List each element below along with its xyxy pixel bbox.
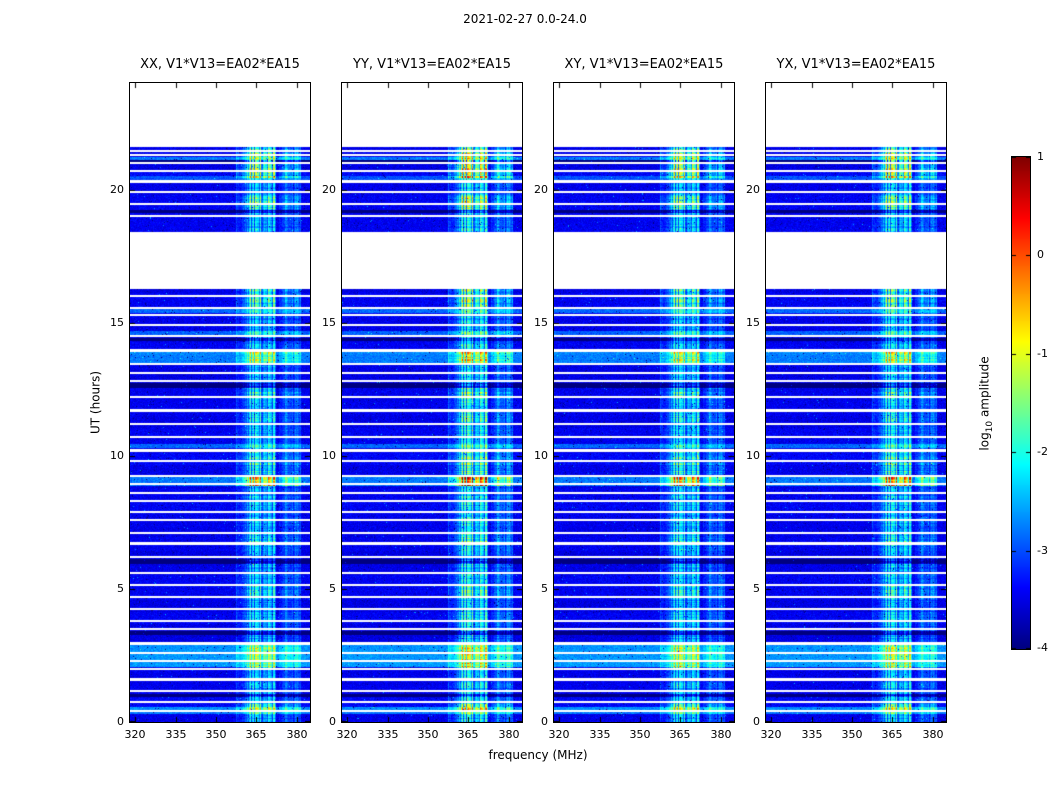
y-tick-label: 20 [534,183,548,196]
x-tick-label: 320 [760,728,782,741]
x-tick-label: 350 [841,728,863,741]
y-tick-label: 5 [753,582,760,595]
y-tick-label: 0 [541,715,548,728]
colorbar-axis-label: log10 amplitude [978,334,995,474]
y-tick-label: 10 [534,449,548,462]
colorbar-label-prefix: log [977,432,992,451]
colorbar-tick-label: -3 [1037,544,1048,557]
y-tick-label: 15 [534,316,548,329]
x-tick-label: 350 [629,728,651,741]
y-tick-label: 10 [746,449,760,462]
x-tick-label: 380 [710,728,732,741]
colorbar-label-sub: 10 [984,420,995,433]
panel-title: YX, V1*V13=EA02*EA15 [776,57,936,72]
panel-xy: XY, V1*V13=EA02*EA15 320 335 350 365 380 0 5 1… [534,57,735,741]
y-tick-label: 0 [329,715,336,728]
x-tick-label: 380 [286,728,308,741]
colorbar-gradient-canvas [1011,156,1031,650]
y-tick-label: 15 [746,316,760,329]
y-axis-label: UT (hours) [88,370,103,435]
x-tick-label: 365 [881,728,903,741]
colorbar-tick-label: -2 [1037,445,1048,458]
spectrogram-canvas [765,82,947,723]
y-tick-label: 5 [541,582,548,595]
y-tick-label: 0 [117,715,124,728]
x-tick-label: 335 [377,728,399,741]
colorbar-tick-label: -1 [1037,347,1048,360]
colorbar-tick-label: -4 [1037,641,1048,654]
panel-title: XY, V1*V13=EA02*EA15 [564,57,724,72]
y-tick-label: 10 [110,449,124,462]
y-tick-label: 20 [322,183,336,196]
panel-yx: YX, V1*V13=EA02*EA15 320 335 350 365 380 0 5 1… [746,57,947,741]
figure-title: 2021-02-27 0.0-24.0 [463,12,587,26]
colorbar-tick-label: 0 [1037,248,1044,261]
y-tick-label: 5 [329,582,336,595]
x-tick-label: 335 [801,728,823,741]
y-tick-label: 10 [322,449,336,462]
panel-yy: YY, V1*V13=EA02*EA15 320 335 350 365 380 0 5 1… [322,57,523,741]
x-tick-label: 320 [548,728,570,741]
x-tick-label: 320 [124,728,146,741]
y-tick-label: 20 [746,183,760,196]
colorbar-label-suffix: amplitude [977,356,992,421]
spectrogram-canvas [341,82,523,723]
y-tick-label: 15 [322,316,336,329]
x-tick-label: 365 [457,728,479,741]
y-tick-label: 0 [753,715,760,728]
x-tick-label: 365 [245,728,267,741]
y-tick-label: 20 [110,183,124,196]
x-axis-label: frequency (MHz) [488,748,588,762]
spectrogram-canvas [553,82,735,723]
x-tick-label: 320 [336,728,358,741]
panel-title: XX, V1*V13=EA02*EA15 [140,57,300,72]
panel-xx: XX, V1*V13=EA02*EA15 320 335 350 365 380 0 5 1… [110,57,311,741]
x-tick-label: 365 [669,728,691,741]
colorbar: 1 0 -1 -2 -3 -4 [1011,150,1048,654]
x-tick-label: 335 [165,728,187,741]
spectrogram-canvas [129,82,311,723]
y-tick-label: 15 [110,316,124,329]
x-tick-label: 335 [589,728,611,741]
y-tick-label: 5 [117,582,124,595]
x-tick-label: 380 [498,728,520,741]
x-tick-label: 350 [417,728,439,741]
panel-title: YY, V1*V13=EA02*EA15 [353,57,511,72]
x-tick-label: 350 [205,728,227,741]
colorbar-tick-label: 1 [1037,150,1044,163]
x-tick-label: 380 [922,728,944,741]
